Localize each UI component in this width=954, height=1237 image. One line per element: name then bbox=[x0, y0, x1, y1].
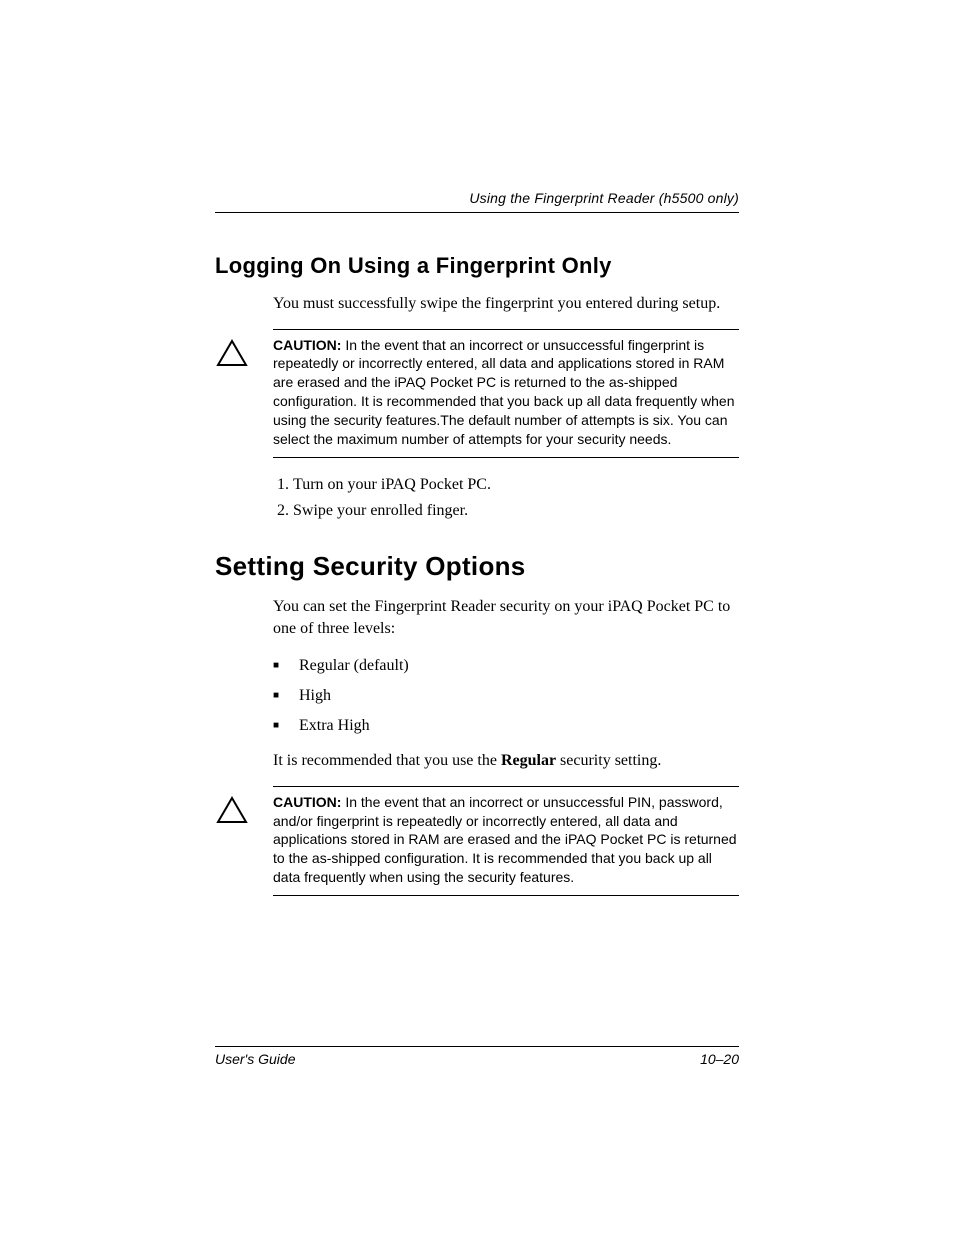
level-regular: Regular (default) bbox=[273, 651, 739, 681]
caution-label: CAUTION: bbox=[273, 337, 341, 353]
header-rule bbox=[215, 212, 739, 213]
caution-rule-bottom-2 bbox=[273, 895, 739, 896]
section1-intro: You must successfully swipe the fingerpr… bbox=[273, 293, 739, 315]
footer-rule bbox=[215, 1046, 739, 1047]
section1-steps: Turn on your iPAQ Pocket PC. Swipe your … bbox=[273, 472, 739, 523]
caution-rule-bottom bbox=[273, 457, 739, 458]
caution-text-1: CAUTION: In the event that an incorrect … bbox=[273, 336, 739, 449]
caution-label: CAUTION: bbox=[273, 794, 341, 810]
caution-block-2: CAUTION: In the event that an incorrect … bbox=[215, 786, 739, 896]
recommend-bold: Regular bbox=[501, 752, 556, 769]
level-high: High bbox=[273, 681, 739, 711]
section2-heading: Setting Security Options bbox=[215, 551, 739, 582]
caution-body: In the event that an incorrect or unsucc… bbox=[273, 337, 735, 447]
footer-right: 10–20 bbox=[700, 1051, 739, 1067]
recommend-pre: It is recommended that you use the bbox=[273, 752, 501, 769]
caution-icon bbox=[215, 336, 273, 373]
recommendation: It is recommended that you use the Regul… bbox=[273, 750, 739, 772]
section1-heading: Logging On Using a Fingerprint Only bbox=[215, 253, 739, 279]
footer-left: User's Guide bbox=[215, 1051, 295, 1067]
step-1: Turn on your iPAQ Pocket PC. bbox=[293, 472, 739, 498]
caution-block-1: CAUTION: In the event that an incorrect … bbox=[215, 329, 739, 458]
caution-icon bbox=[215, 793, 273, 830]
caution-rule-top bbox=[273, 329, 739, 330]
section2-intro: You can set the Fingerprint Reader secur… bbox=[273, 596, 739, 639]
step-2: Swipe your enrolled finger. bbox=[293, 498, 739, 524]
security-levels-list: Regular (default) High Extra High bbox=[273, 651, 739, 740]
caution-body: In the event that an incorrect or unsucc… bbox=[273, 794, 737, 886]
caution-text-2: CAUTION: In the event that an incorrect … bbox=[273, 793, 739, 887]
level-extra-high: Extra High bbox=[273, 711, 739, 741]
caution-rule-top-2 bbox=[273, 786, 739, 787]
document-page: Using the Fingerprint Reader (h5500 only… bbox=[0, 0, 954, 1237]
recommend-post: security setting. bbox=[556, 752, 661, 769]
page-footer: User's Guide 10–20 bbox=[215, 1051, 739, 1067]
running-header: Using the Fingerprint Reader (h5500 only… bbox=[215, 190, 739, 212]
